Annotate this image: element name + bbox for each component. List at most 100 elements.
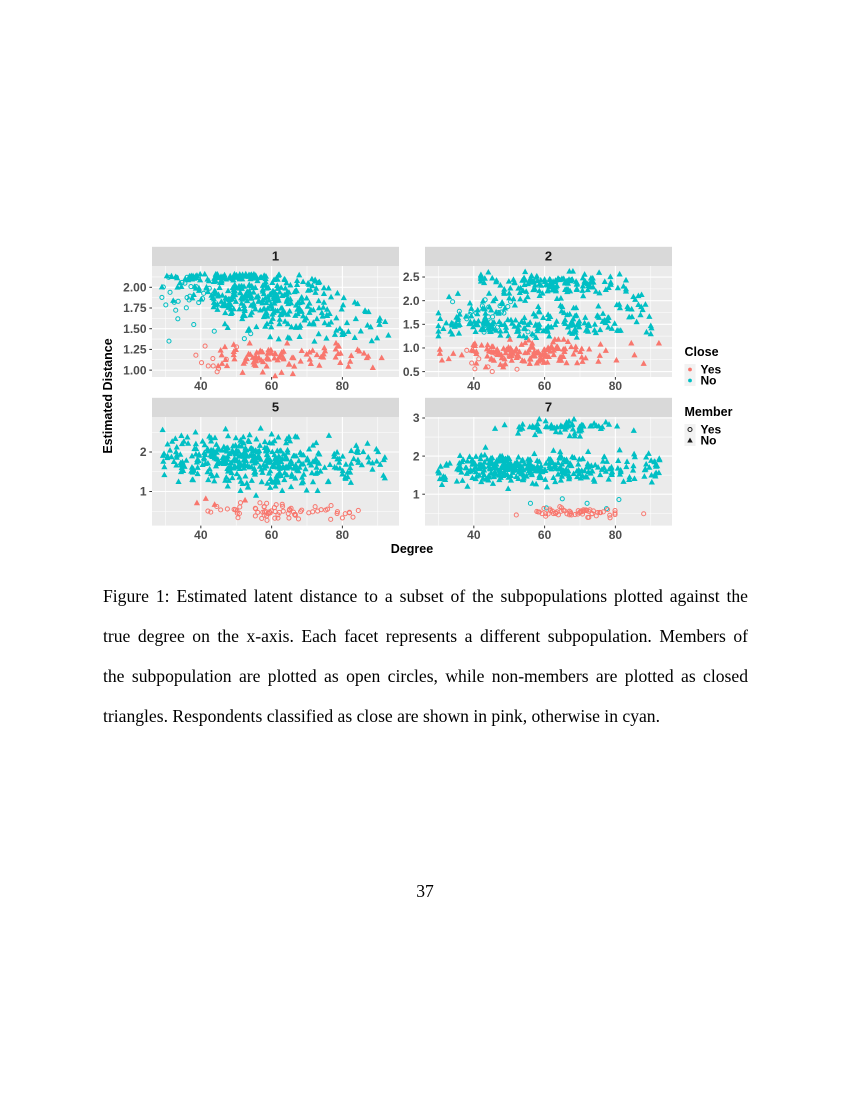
data-point-triangle	[204, 276, 211, 282]
data-point-triangle	[254, 448, 261, 455]
data-point-triangle	[565, 422, 572, 428]
data-point-triangle	[450, 350, 457, 356]
data-point-triangle	[566, 328, 573, 335]
data-point-triangle	[260, 313, 267, 320]
data-point-triangle	[454, 465, 461, 472]
data-point-triangle	[255, 354, 262, 360]
data-point-triangle	[306, 281, 313, 287]
data-point-triangle	[482, 310, 489, 316]
data-point-triangle	[631, 475, 638, 481]
data-point-triangle	[526, 360, 533, 367]
data-point-circle	[193, 284, 199, 290]
data-point-triangle	[170, 458, 178, 464]
data-point-triangle	[496, 452, 504, 459]
data-point-triangle	[180, 438, 187, 444]
data-point-triangle	[591, 321, 598, 327]
data-point-triangle	[640, 360, 647, 366]
data-point-triangle	[537, 351, 544, 358]
data-point-triangle	[254, 277, 261, 284]
data-point-triangle	[268, 430, 275, 437]
data-point-triangle	[241, 305, 248, 311]
data-point-triangle	[292, 474, 299, 481]
data-point-triangle	[631, 351, 638, 358]
data-point-triangle	[470, 323, 477, 330]
data-point-triangle	[520, 474, 527, 481]
data-point-triangle	[480, 279, 488, 286]
data-point-triangle	[652, 463, 660, 469]
data-point-circle	[498, 309, 504, 315]
data-point-circle	[560, 507, 566, 513]
data-point-circle	[605, 507, 611, 513]
data-point-triangle	[472, 453, 480, 459]
data-point-triangle	[313, 439, 320, 446]
data-point-triangle	[264, 293, 271, 300]
data-point-triangle	[308, 461, 315, 468]
data-point-triangle	[189, 468, 196, 475]
data-point-circle	[163, 302, 169, 308]
y-tick-label: 0.5	[403, 365, 420, 379]
data-point-triangle	[493, 460, 500, 467]
data-point-triangle	[325, 284, 332, 291]
data-point-triangle	[292, 287, 300, 293]
data-point-triangle	[274, 282, 281, 289]
data-point-triangle	[569, 453, 576, 460]
data-point-triangle	[238, 294, 245, 301]
data-point-triangle	[485, 268, 492, 275]
data-point-triangle	[518, 318, 525, 324]
data-point-triangle	[478, 478, 485, 485]
data-point-triangle	[535, 426, 542, 433]
data-point-triangle	[313, 351, 321, 358]
data-point-triangle	[558, 473, 566, 479]
data-point-triangle	[566, 310, 573, 317]
data-point-triangle	[333, 449, 341, 455]
data-point-triangle	[243, 479, 250, 486]
data-point-triangle	[579, 282, 586, 289]
data-point-triangle	[449, 330, 456, 337]
data-point-triangle	[291, 452, 298, 459]
data-point-triangle	[536, 472, 543, 478]
data-point-triangle	[158, 283, 166, 290]
data-point-triangle	[251, 465, 258, 471]
data-point-triangle	[218, 351, 225, 358]
data-point-triangle	[540, 359, 547, 365]
y-tick-label: 1	[140, 485, 147, 499]
data-point-triangle	[563, 359, 570, 366]
data-point-circle	[456, 308, 462, 314]
data-point-triangle	[251, 459, 258, 466]
data-point-triangle	[357, 327, 364, 334]
data-point-triangle	[245, 325, 253, 332]
data-point-triangle	[483, 345, 491, 352]
data-point-triangle	[435, 332, 442, 339]
data-point-triangle	[581, 319, 588, 326]
data-point-triangle	[533, 334, 540, 340]
data-point-triangle	[177, 451, 184, 457]
data-point-triangle	[275, 271, 283, 277]
data-point-triangle	[613, 356, 620, 363]
data-point-triangle	[488, 355, 495, 362]
data-point-triangle	[569, 425, 577, 432]
data-point-triangle	[477, 455, 484, 462]
data-point-circle	[527, 500, 534, 506]
data-point-triangle	[498, 354, 505, 361]
data-point-circle	[550, 511, 557, 517]
data-point-triangle	[611, 320, 618, 326]
data-point-triangle	[173, 452, 180, 458]
data-point-triangle	[605, 421, 613, 427]
data-point-triangle	[576, 432, 584, 439]
data-point-triangle	[535, 307, 543, 314]
data-point-circle	[464, 316, 470, 322]
data-point-triangle	[188, 272, 195, 279]
data-point-triangle	[212, 448, 220, 455]
data-point-triangle	[262, 310, 269, 317]
data-point-triangle	[489, 274, 496, 281]
data-point-triangle	[369, 364, 376, 371]
data-point-circle	[201, 290, 207, 296]
data-point-triangle	[313, 464, 320, 470]
y-tick-label: 2.5	[403, 270, 420, 284]
data-point-triangle	[333, 327, 340, 333]
data-point-triangle	[497, 332, 504, 338]
data-point-triangle	[276, 316, 283, 322]
data-point-triangle	[459, 477, 466, 483]
data-point-triangle	[365, 458, 373, 465]
data-point-triangle	[376, 321, 383, 327]
